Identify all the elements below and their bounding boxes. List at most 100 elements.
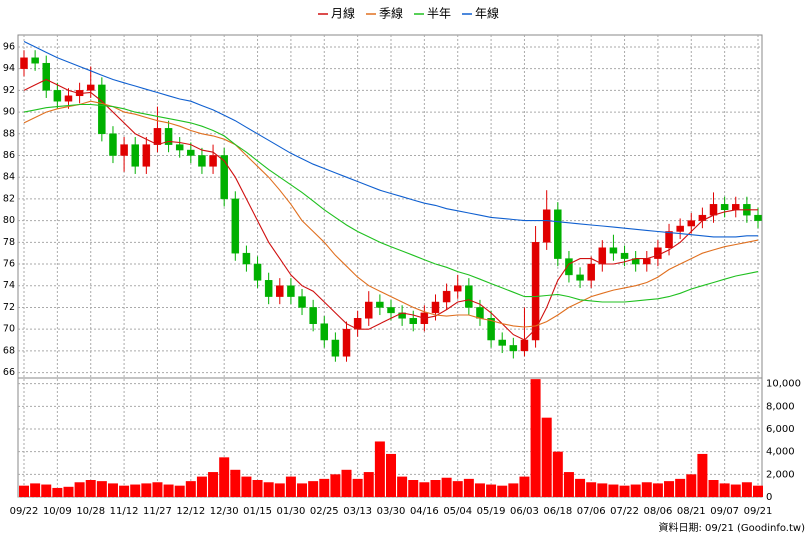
candle-body <box>187 149 195 156</box>
ma-line <box>23 78 758 341</box>
x-tick-label: 09/22 <box>10 506 39 517</box>
y-tick-label: 84 <box>3 172 15 183</box>
candle-body <box>509 345 518 352</box>
volume-bar <box>519 476 530 497</box>
candle-body <box>153 128 162 145</box>
y-tick-label: 72 <box>3 302 15 313</box>
y-tick-label: 90 <box>3 107 15 118</box>
x-tick-label: 05/04 <box>443 506 472 517</box>
volume-bar <box>263 482 274 497</box>
x-tick-label: 03/30 <box>377 506 406 517</box>
volume-bar <box>630 484 641 497</box>
volume-bar <box>730 484 741 497</box>
volume-bar <box>697 453 708 497</box>
volume-bar <box>441 477 452 497</box>
candle-body <box>387 307 395 314</box>
candle-body <box>665 231 673 248</box>
legend-label: 年線 <box>475 6 499 21</box>
candle-body <box>587 263 595 281</box>
candle-body <box>676 225 684 232</box>
candle-body <box>431 301 440 314</box>
candle-body <box>754 214 762 221</box>
volume-bar <box>530 379 541 497</box>
x-tick-label: 07/22 <box>610 506 639 517</box>
volume-bar <box>419 482 430 497</box>
y2-tick-label: 4,000 <box>766 447 795 458</box>
candle-body <box>687 220 696 227</box>
candle-body <box>342 328 351 357</box>
x-tick-label: 02/25 <box>310 506 339 517</box>
volume-bar <box>330 474 341 497</box>
x-tick-label: 12/12 <box>176 506 205 517</box>
volume-bar <box>575 478 586 497</box>
volume-bar <box>252 480 263 497</box>
volume-bar <box>486 484 497 497</box>
volume-bar <box>430 480 441 497</box>
x-tick-label: 09/21 <box>744 506 773 517</box>
volume-bar <box>363 472 374 497</box>
candle-body <box>42 62 50 91</box>
candle-body <box>164 128 173 145</box>
candle-body <box>220 155 228 200</box>
volume-bar <box>386 453 396 497</box>
volume-bar <box>152 482 163 497</box>
candle-body <box>709 204 718 216</box>
candle-body <box>231 198 240 254</box>
volume-bar <box>374 441 385 497</box>
volume-bar <box>686 474 697 497</box>
ma-line <box>23 103 759 303</box>
candle-body <box>609 247 618 254</box>
candle-body <box>31 57 39 64</box>
volume-bar <box>352 478 363 497</box>
candle-body <box>554 209 562 259</box>
y-tick-label: 74 <box>3 280 15 291</box>
candle-body <box>264 280 273 297</box>
volume-bar <box>552 451 563 497</box>
volume-bar <box>563 472 574 497</box>
volume-bar <box>675 478 686 497</box>
volume-bar <box>753 485 763 497</box>
candle-body <box>298 296 306 308</box>
y-tick-label: 82 <box>3 193 15 204</box>
volume-bar <box>497 485 508 497</box>
candle-body <box>276 285 284 297</box>
volume-bar <box>19 485 29 497</box>
candle-body <box>331 339 340 357</box>
candle-body <box>409 318 417 324</box>
candle-body <box>643 258 651 265</box>
volume-bar <box>285 476 296 497</box>
volume-bar <box>274 483 285 497</box>
plot-frame <box>17 34 763 498</box>
volume-bar <box>141 483 152 497</box>
ma-line <box>23 41 758 238</box>
volume-bar <box>196 476 207 497</box>
candle-body <box>142 144 151 167</box>
x-tick-label: 08/21 <box>677 506 706 517</box>
candle-body <box>376 301 384 308</box>
candle-body <box>287 285 295 297</box>
volume-bar <box>641 482 652 497</box>
footnote: 資料日期: 09/21 (Goodinfo.tw) <box>658 521 805 534</box>
volume-bar <box>608 484 619 497</box>
volume-bar <box>63 486 74 497</box>
x-tick-label: 07/06 <box>577 506 606 517</box>
candle-body <box>442 290 451 303</box>
candle-body <box>465 285 473 308</box>
volume-bar <box>130 484 141 497</box>
y-tick-label: 88 <box>3 128 15 139</box>
candle-body <box>542 209 551 243</box>
y-tick-label: 66 <box>3 367 15 378</box>
volume-bar <box>174 485 185 497</box>
y-tick-label: 80 <box>3 215 15 226</box>
x-tick-label: 06/03 <box>510 506 539 517</box>
x-tick-label: 01/15 <box>243 506 272 517</box>
volume-bar <box>397 476 408 497</box>
y2-tick-label: 6,000 <box>766 424 795 435</box>
volume-bar <box>319 478 330 497</box>
y-tick-label: 78 <box>3 237 15 248</box>
y2-tick-label: 2,000 <box>766 469 795 480</box>
volume-bar <box>664 481 675 497</box>
legend-label: 季線 <box>379 6 403 21</box>
volume-bar <box>586 482 597 497</box>
